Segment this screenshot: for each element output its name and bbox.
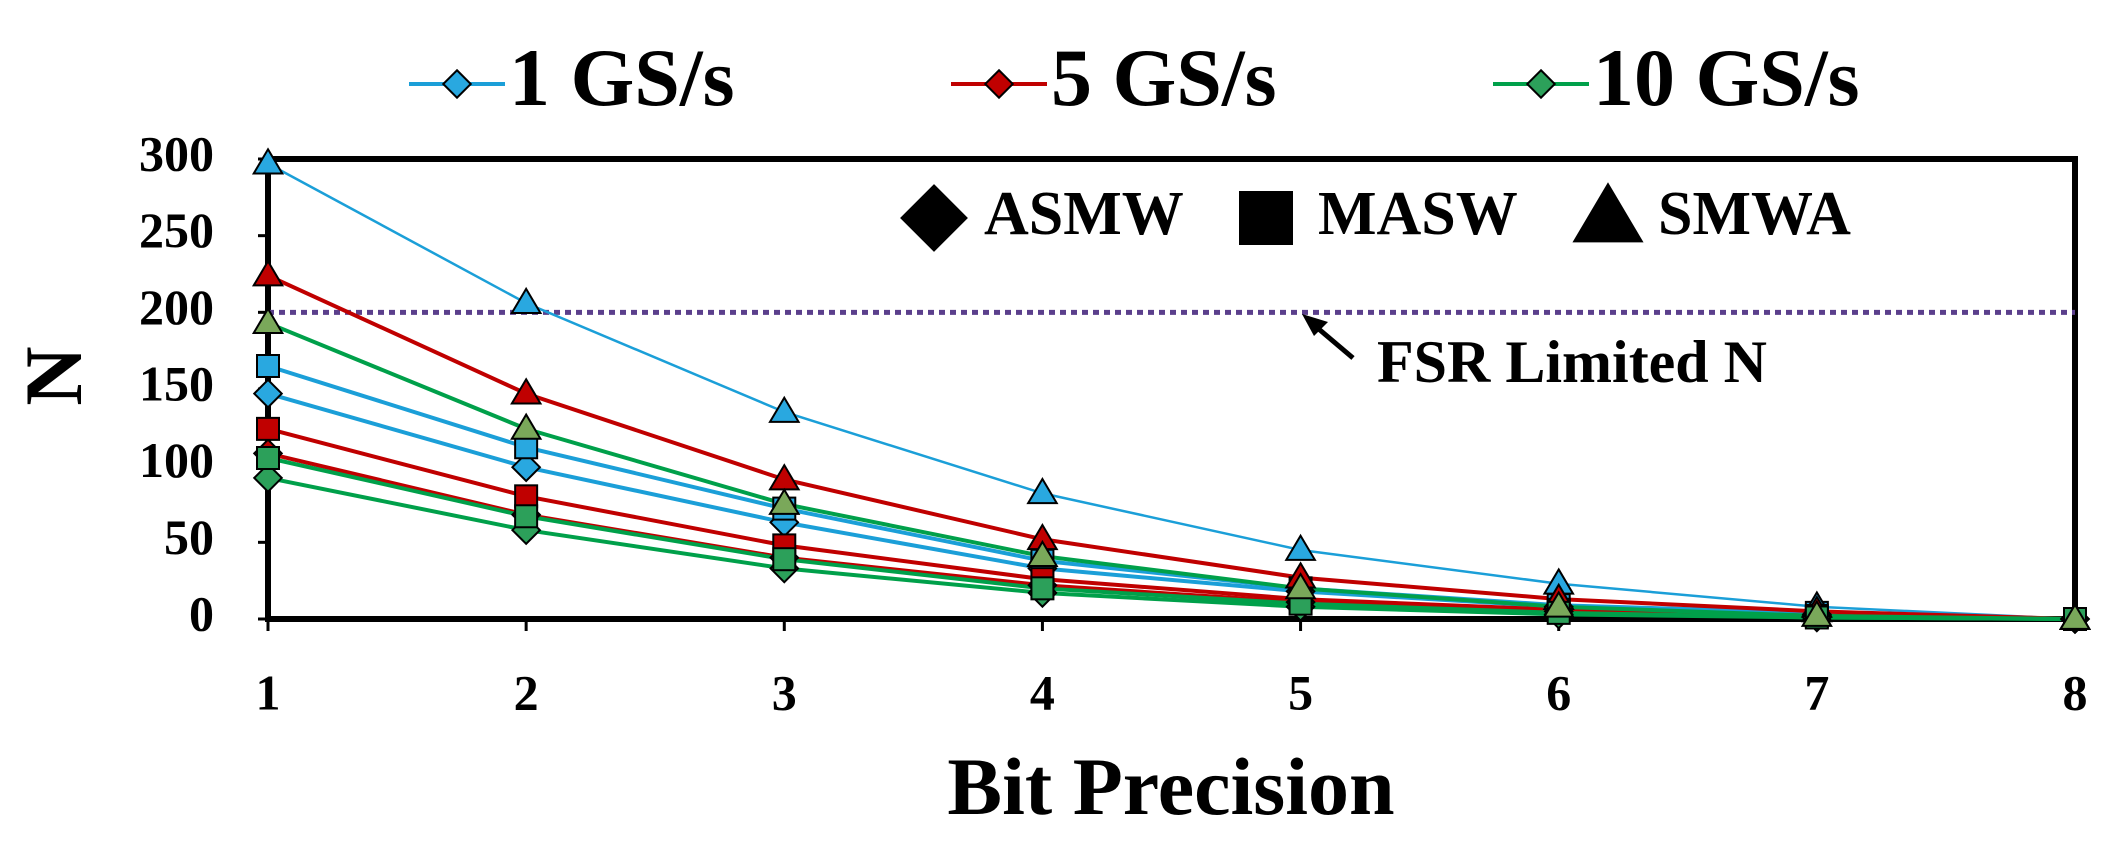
series-line [267, 456, 2076, 621]
series-line [267, 364, 2076, 621]
marker [1026, 539, 1059, 568]
x-tick-label: 3 [772, 664, 797, 720]
y-tick-label: 200 [139, 279, 214, 335]
legend-item: ASMW [900, 180, 1184, 252]
x-tick-label: 8 [2063, 664, 2088, 720]
x-tick-label: 6 [1546, 664, 1571, 720]
marker [1239, 191, 1293, 245]
marker [510, 377, 543, 405]
marker [1525, 68, 1557, 100]
marker [1284, 533, 1317, 561]
x-tick-label: 1 [256, 664, 281, 720]
legend-label: MASW [1318, 180, 1518, 248]
legend-item: 10 GS/s [1493, 32, 1860, 123]
annotation-arrowhead [1302, 314, 1328, 336]
x-axis-label: Bit Precision [947, 741, 1394, 832]
marker [514, 504, 539, 529]
marker [441, 68, 473, 100]
marker [1284, 572, 1317, 600]
marker [1030, 576, 1055, 601]
legend-label: 10 GS/s [1593, 32, 1860, 123]
y-tick-label: 50 [164, 509, 214, 565]
y-axis-label: N [8, 346, 99, 405]
legend-label: 1 GS/s [509, 32, 735, 123]
legend-item: SMWA [1572, 180, 1851, 248]
legend-item: 1 GS/s [409, 32, 735, 123]
marker [256, 446, 280, 470]
marker [768, 395, 801, 423]
marker [510, 286, 543, 315]
x-tick-label: 5 [1288, 664, 1313, 720]
marker [1572, 182, 1644, 243]
x-tick-label: 4 [1030, 664, 1055, 720]
marker [1800, 599, 1833, 627]
x-tick-label: 7 [1804, 664, 1829, 720]
marker [251, 306, 285, 334]
y-tick-label: 300 [139, 125, 214, 181]
marker [983, 68, 1015, 100]
marker [514, 484, 539, 509]
series-line [267, 273, 2076, 621]
marker [510, 412, 543, 440]
marker [251, 259, 285, 287]
marker [1026, 477, 1059, 505]
y-tick-label: 250 [139, 202, 214, 258]
legend-label: 5 GS/s [1051, 32, 1277, 123]
legend-label: SMWA [1658, 180, 1851, 248]
marker [900, 184, 968, 252]
series-line [267, 426, 2076, 621]
marker [256, 354, 280, 378]
annotation-arrow [1312, 323, 1355, 360]
x-tick-label: 2 [514, 664, 539, 720]
annotation: FSR Limited N [1377, 329, 1767, 395]
y-tick-label: 100 [139, 432, 214, 488]
marker [251, 147, 285, 175]
series-line [267, 321, 2076, 621]
marker [2058, 602, 2092, 630]
legend-label: ASMW [984, 180, 1184, 248]
marker [252, 378, 284, 409]
marker [1542, 590, 1575, 618]
y-tick-label: 150 [139, 355, 214, 411]
series-line [267, 162, 2076, 621]
marker [510, 452, 542, 483]
series-line [267, 391, 2076, 621]
marker [256, 416, 280, 441]
y-tick-label: 0 [189, 585, 214, 641]
marker [252, 462, 284, 494]
legend-item: MASW [1239, 180, 1518, 248]
legend-item: 5 GS/s [951, 32, 1277, 123]
marker [772, 547, 797, 572]
marker [768, 487, 801, 515]
